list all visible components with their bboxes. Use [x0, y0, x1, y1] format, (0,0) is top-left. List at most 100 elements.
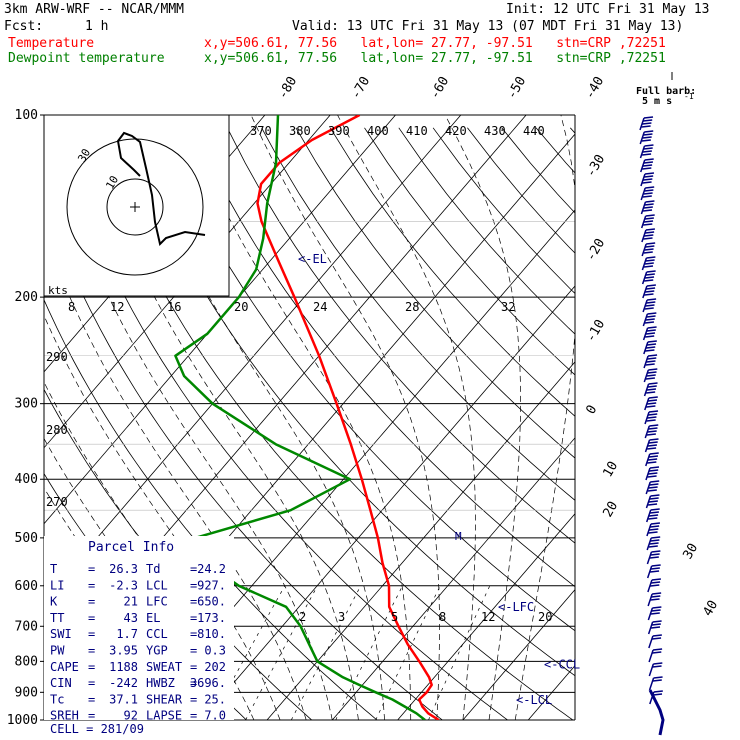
wind-barb-flag [649, 511, 659, 514]
parcel-stat-value: 1188 [109, 660, 138, 674]
wind-barb-flag [650, 553, 660, 556]
parcel-stat-equals: = [88, 676, 95, 690]
wind-barb-flag [647, 312, 657, 315]
storm-motion-marker: M [455, 530, 462, 543]
wind-barb-flag [649, 497, 659, 500]
wind-barb-flag [651, 623, 661, 626]
wind-barb-flag [649, 483, 659, 486]
parcel-stat-label: K [50, 595, 58, 609]
wind-barb [641, 228, 655, 243]
wind-barb-flag [649, 466, 660, 469]
wind-barb-flag [642, 136, 652, 139]
wind-barb-flag [642, 122, 652, 125]
wind-barb-flag [647, 444, 657, 447]
wind-barb-flag [649, 542, 659, 545]
wind-barb [644, 410, 659, 425]
wind-barb-shaft [640, 173, 646, 187]
wind-barb-flag [652, 606, 662, 609]
parcel-stat-equals: = [88, 595, 95, 609]
wind-barb [648, 634, 662, 649]
isotherm-label: -50 [504, 74, 529, 102]
parcel-stat-value: 1.7 [116, 627, 138, 641]
wind-barb-flag [649, 570, 660, 573]
wind-barb-flag [647, 399, 658, 402]
pressure-label: 900 [15, 685, 38, 700]
wind-barb-flag [643, 119, 653, 122]
wind-barb-flag [642, 181, 652, 184]
level-marker: <-EL [298, 252, 327, 266]
wind-barb-flag [642, 209, 653, 212]
wind-barb-flag [649, 556, 659, 559]
wind-barb-flag [652, 693, 663, 696]
wind-barb [644, 424, 659, 439]
dry-adiabat-line [226, 127, 575, 544]
theta-e-label: 430 [484, 124, 506, 138]
wind-barb-shaft [645, 467, 651, 481]
wind-barb-flag [646, 270, 656, 273]
wind-barb-flag [647, 461, 657, 464]
wind-barb [643, 340, 657, 355]
wind-barb-flag [646, 301, 656, 304]
forecast-label: Fcst: [4, 19, 44, 34]
wind-barb-shaft [646, 523, 652, 537]
parcel-stat-label: CAPE [50, 660, 79, 674]
hodograph-frame [43, 114, 230, 297]
mixing-ratio-label-lower: 5 [391, 610, 398, 624]
mixing-ratio-label-lower: 3 [338, 610, 345, 624]
wind-barb-flag [650, 584, 660, 587]
parcel-stat-value: 0.3 [204, 644, 226, 658]
hodograph: 10 30 kts [43, 114, 230, 297]
wind-barb-flag [648, 382, 658, 385]
wind-barb [648, 662, 663, 677]
isotherm-line [594, 115, 740, 720]
wind-barb-flag [645, 335, 655, 338]
level-marker: <-LCL [516, 693, 552, 707]
wind-barb-flag [644, 276, 655, 279]
wind-barb-flag [650, 539, 660, 542]
wind-barb-flag [652, 620, 662, 623]
wind-barb-flag [645, 273, 655, 276]
isotherm-label: -80 [275, 74, 300, 102]
parcel-stat-label: TT [50, 611, 64, 625]
parcel-stat-value: 7.0 [204, 709, 226, 723]
parcel-info-background [44, 536, 234, 720]
wind-barb-shaft [639, 131, 645, 145]
parcel-stat-label: EL [146, 611, 160, 625]
wind-barb-flag [645, 304, 655, 307]
wind-barb-flag [647, 298, 657, 301]
wind-barb-flag [643, 133, 653, 136]
wind-barb-shaft [643, 369, 650, 383]
wind-barb-flag [642, 150, 652, 153]
parcel-cell-motion: CELL = 281/09 [50, 722, 144, 736]
wind-barb-flag [646, 391, 656, 394]
moist-adiabat-line [44, 314, 281, 720]
pressure-label: 400 [15, 472, 38, 487]
wind-barb-flag [646, 360, 656, 363]
moist-adiabat-line [337, 115, 476, 720]
parcel-stat-equals: = [190, 644, 197, 658]
wind-barb-shaft [648, 663, 655, 677]
wind-barb-flag [645, 290, 655, 293]
theta-e-label: 400 [367, 124, 389, 138]
dry-adiabat-line [261, 127, 575, 501]
wind-barb-flag [644, 175, 654, 178]
parcel-stat-label: YGP [146, 644, 168, 658]
wind-barb-flag [645, 259, 655, 262]
wind-barb-flag [643, 192, 653, 195]
wind-barb-flag [644, 203, 654, 206]
parcel-stat-value: 92 [124, 709, 138, 723]
wind-barb-flag [652, 679, 662, 682]
wind-barb [641, 256, 656, 271]
parcel-stat-equals: = [190, 660, 197, 674]
wind-barb-flag [645, 332, 656, 335]
wind-barb [647, 606, 662, 621]
wind-barb [647, 578, 661, 593]
wind-barb [644, 396, 658, 411]
pressure-label: 300 [15, 397, 38, 412]
wind-barb-flag [646, 284, 656, 287]
wind-barb [642, 312, 657, 327]
forecast-hour: 1 h [85, 19, 109, 34]
wind-barb-flag [642, 167, 652, 170]
wind-barb [641, 270, 656, 285]
parcel-stat-equals: = [88, 627, 95, 641]
